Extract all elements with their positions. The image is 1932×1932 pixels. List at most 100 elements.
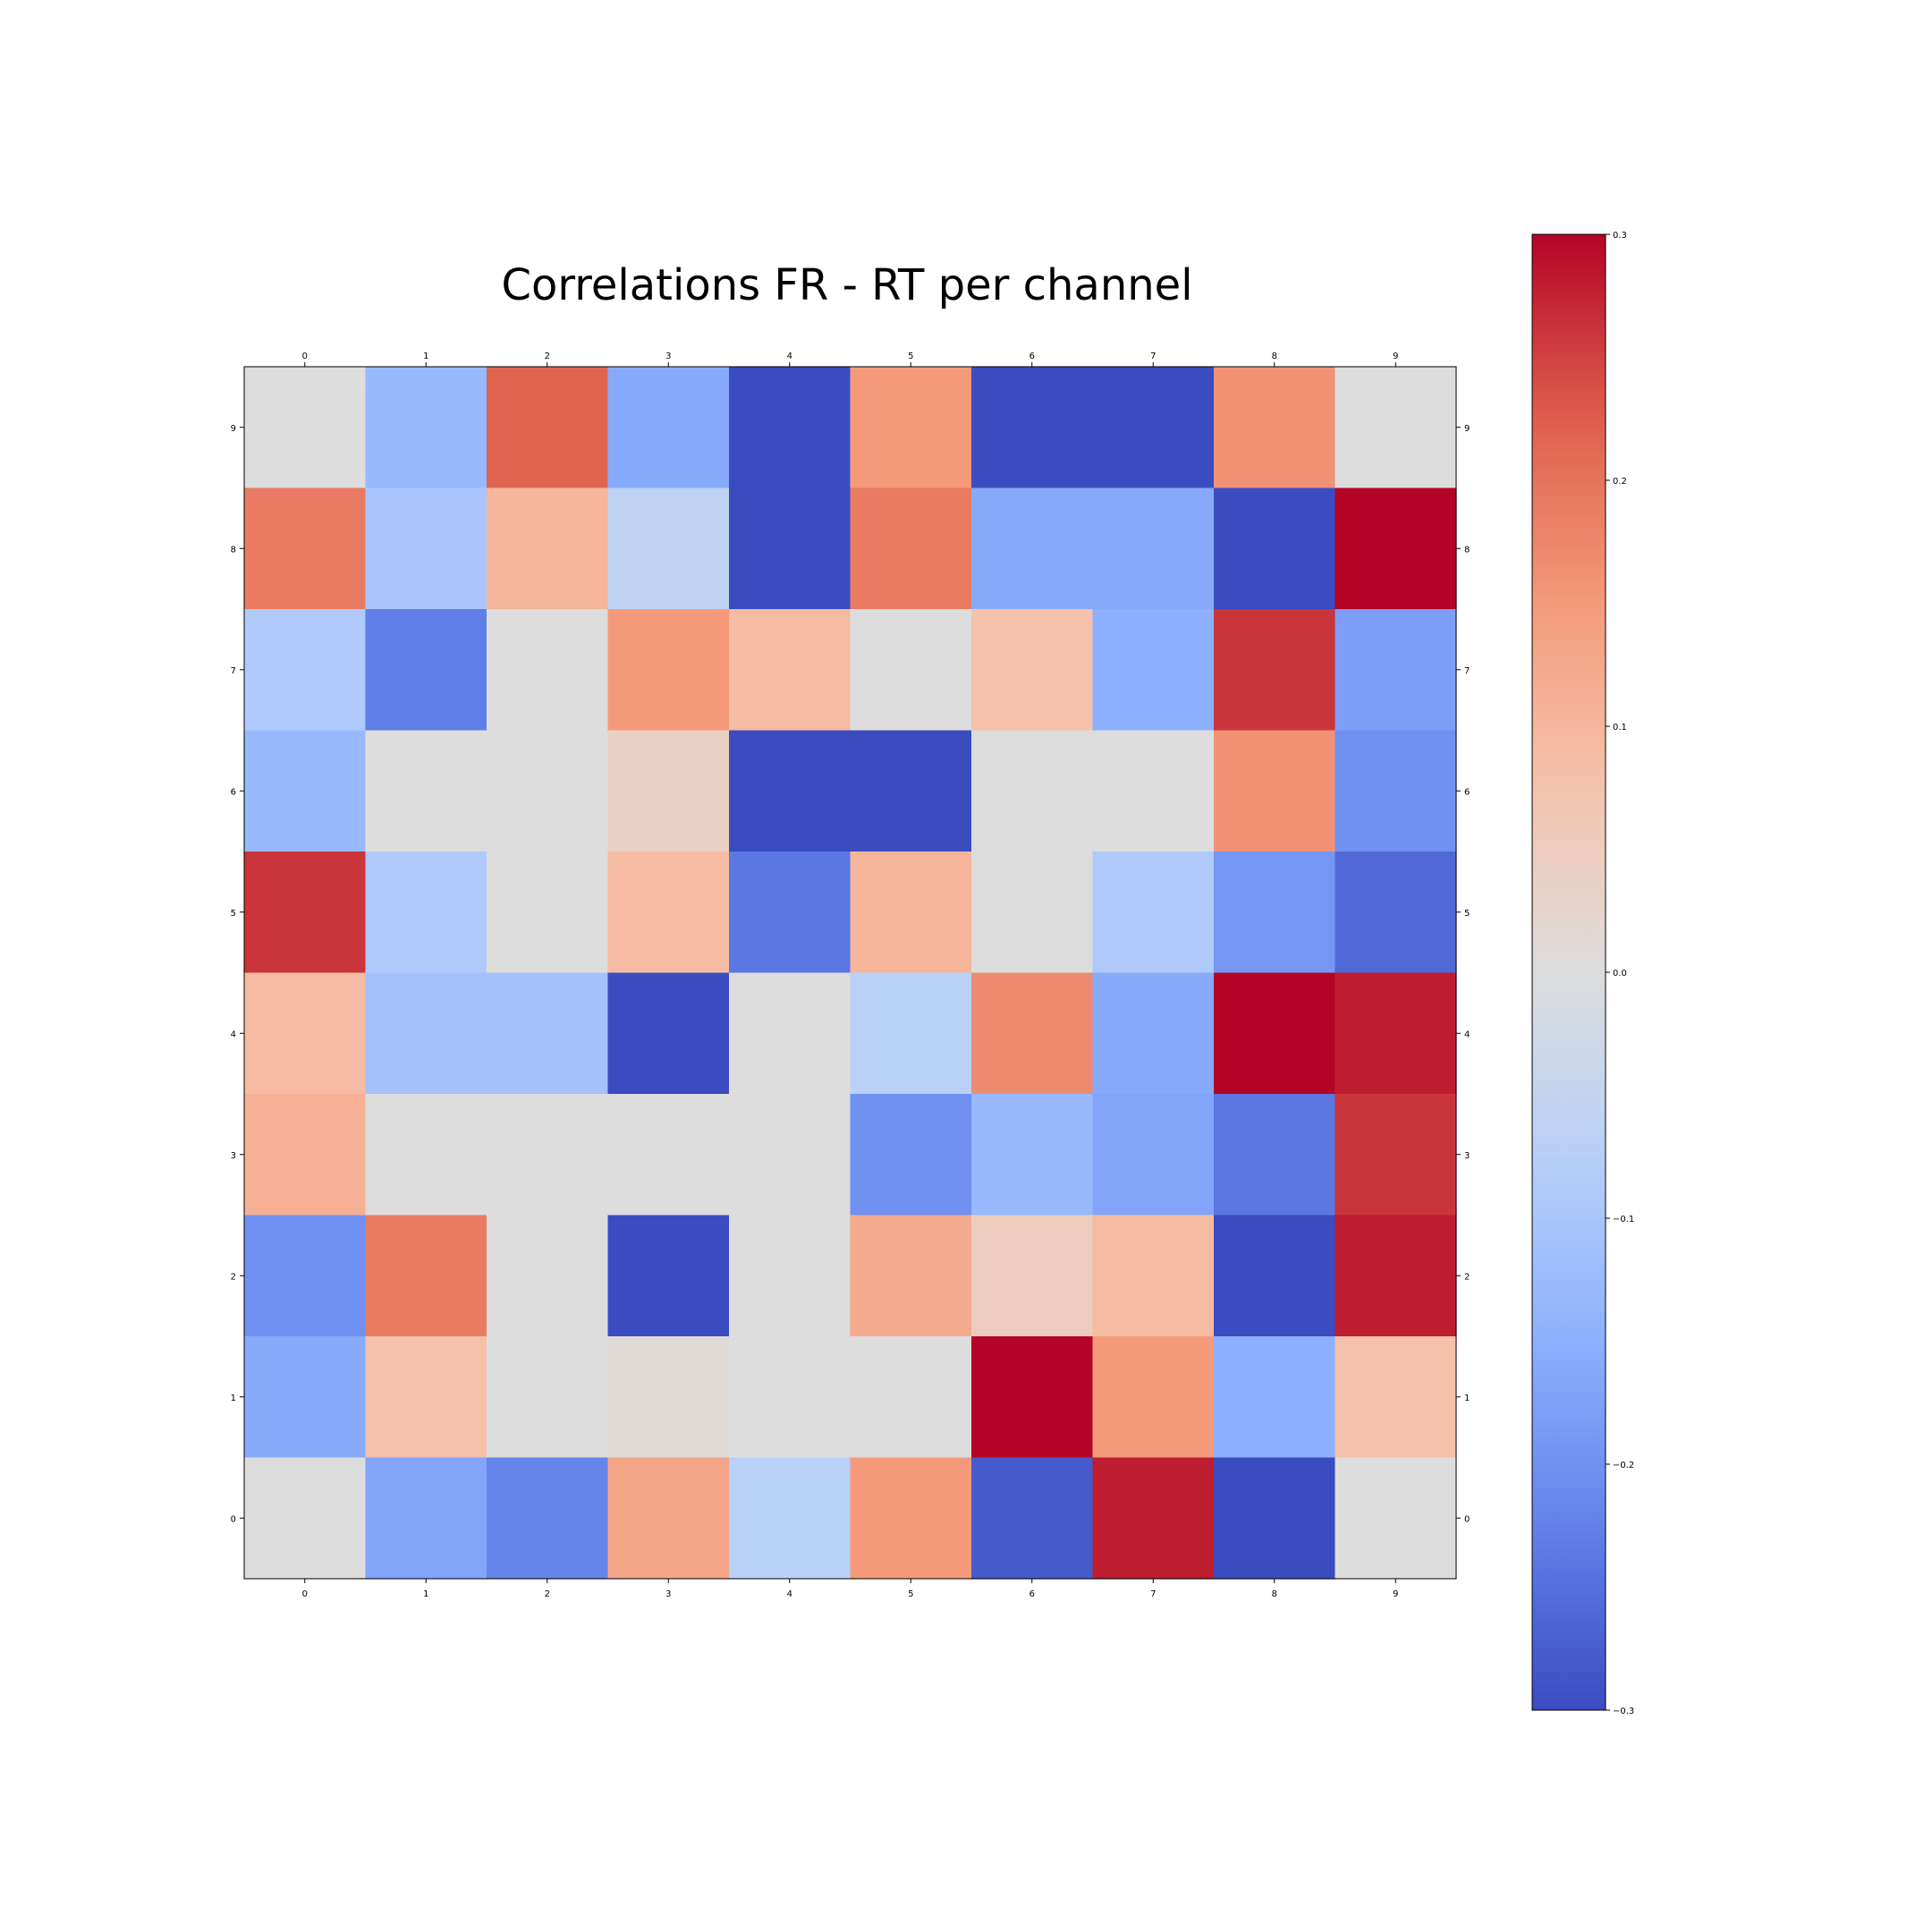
heatmap-cell bbox=[729, 852, 852, 974]
heatmap-cell bbox=[607, 972, 730, 1095]
heatmap-cell bbox=[971, 852, 1094, 974]
y-tick-right-label: 0 bbox=[1464, 1514, 1470, 1524]
heatmap-cell bbox=[1092, 367, 1215, 489]
heatmap-cell bbox=[1214, 487, 1336, 610]
heatmap-cell bbox=[971, 972, 1094, 1095]
x-tick-bottom-label: 4 bbox=[787, 1589, 792, 1599]
y-tick-right-label: 5 bbox=[1464, 909, 1470, 919]
y-tick-left-label: 7 bbox=[231, 666, 236, 676]
heatmap-cell bbox=[1214, 1457, 1336, 1580]
x-tick-bottom-label: 5 bbox=[908, 1589, 913, 1599]
heatmap-cell bbox=[365, 1457, 487, 1580]
heatmap-cell bbox=[729, 972, 852, 1095]
x-tick-top-label: 7 bbox=[1150, 352, 1156, 361]
x-tick-top-label: 5 bbox=[908, 352, 913, 361]
x-tick-top-label: 0 bbox=[302, 352, 308, 361]
heatmap-cell bbox=[1335, 487, 1457, 610]
heatmap-cell bbox=[365, 972, 487, 1095]
heatmap-cell bbox=[244, 730, 367, 852]
heatmap-cell bbox=[244, 1094, 367, 1216]
heatmap-cell bbox=[1335, 972, 1457, 1095]
heatmap-cell bbox=[607, 730, 730, 852]
heatmap-cell bbox=[244, 609, 367, 732]
heatmap-cell bbox=[365, 367, 487, 489]
heatmap-cell bbox=[971, 730, 1094, 852]
heatmap-cell bbox=[729, 1457, 852, 1580]
heatmap-cell bbox=[729, 487, 852, 610]
heatmap-cell bbox=[850, 1215, 972, 1337]
heatmap-cell bbox=[487, 1457, 609, 1580]
y-tick-right-label: 2 bbox=[1464, 1272, 1470, 1282]
heatmap-cell bbox=[487, 730, 609, 852]
x-tick-bottom-label: 7 bbox=[1150, 1589, 1156, 1599]
heatmap-cell bbox=[244, 972, 367, 1095]
heatmap-cell bbox=[850, 1094, 972, 1216]
y-tick-left-label: 9 bbox=[231, 424, 236, 434]
y-tick-left-label: 0 bbox=[231, 1514, 236, 1524]
x-tick-top-label: 8 bbox=[1272, 352, 1277, 361]
heatmap-cell bbox=[1214, 609, 1336, 732]
heatmap-cell bbox=[1092, 730, 1215, 852]
heatmap-cell bbox=[971, 487, 1094, 610]
heatmap-cell bbox=[487, 487, 609, 610]
x-tick-top-label: 3 bbox=[665, 352, 671, 361]
y-tick-left-label: 2 bbox=[231, 1272, 236, 1282]
heatmap-cell bbox=[365, 1336, 487, 1459]
heatmap-cell bbox=[1335, 1215, 1457, 1337]
heatmap-cell bbox=[1092, 487, 1215, 610]
y-tick-right-label: 8 bbox=[1464, 545, 1470, 555]
heatmap-cell bbox=[971, 1336, 1094, 1459]
heatmap-cell bbox=[850, 487, 972, 610]
heatmap-cell bbox=[1092, 972, 1215, 1095]
heatmap-cell bbox=[365, 487, 487, 610]
heatmap-cell bbox=[1214, 852, 1336, 974]
heatmap-cells bbox=[244, 367, 1457, 1580]
heatmap-cell bbox=[365, 730, 487, 852]
heatmap-cell bbox=[971, 1094, 1094, 1216]
heatmap-cell bbox=[1335, 609, 1457, 732]
heatmap-cell bbox=[244, 852, 367, 974]
colorbar-tick-label: 0.2 bbox=[1613, 477, 1627, 487]
y-tick-right-label: 3 bbox=[1464, 1151, 1470, 1161]
heatmap-cell bbox=[487, 852, 609, 974]
y-tick-left-label: 5 bbox=[231, 909, 236, 919]
x-tick-bottom-label: 1 bbox=[423, 1589, 428, 1599]
colorbar-tick-label: −0.2 bbox=[1613, 1461, 1634, 1470]
heatmap-cell bbox=[365, 1094, 487, 1216]
heatmap-cell bbox=[487, 1094, 609, 1216]
y-tick-right-label: 1 bbox=[1464, 1394, 1470, 1403]
heatmap-cell bbox=[487, 1336, 609, 1459]
heatmap-cell bbox=[729, 1215, 852, 1337]
heatmap-cell bbox=[1092, 1457, 1215, 1580]
heatmap-cell bbox=[971, 367, 1094, 489]
heatmap-cell bbox=[850, 972, 972, 1095]
heatmap-cell bbox=[1092, 609, 1215, 732]
heatmap-cell bbox=[729, 1094, 852, 1216]
y-tick-left-label: 4 bbox=[231, 1030, 236, 1039]
y-tick-right-label: 6 bbox=[1464, 787, 1470, 797]
heatmap-cell bbox=[729, 1336, 852, 1459]
colorbar-tick-label: −0.1 bbox=[1613, 1215, 1634, 1224]
heatmap-cell bbox=[487, 1215, 609, 1337]
colorbar-tick-label: 0.1 bbox=[1613, 723, 1627, 733]
heatmap-cell bbox=[971, 1215, 1094, 1337]
heatmap-cell bbox=[607, 487, 730, 610]
x-tick-top-label: 9 bbox=[1393, 352, 1398, 361]
heatmap-cell bbox=[1214, 1094, 1336, 1216]
x-tick-bottom-label: 0 bbox=[302, 1589, 308, 1599]
y-tick-right-label: 9 bbox=[1464, 424, 1470, 434]
heatmap-cell bbox=[607, 609, 730, 732]
heatmap-cell bbox=[729, 367, 852, 489]
heatmap-cell bbox=[729, 609, 852, 732]
heatmap-cell bbox=[1214, 972, 1336, 1095]
heatmap-cell bbox=[1214, 730, 1336, 852]
heatmap-cell bbox=[244, 1336, 367, 1459]
heatmap-cell bbox=[1335, 1336, 1457, 1459]
y-tick-left-label: 3 bbox=[231, 1151, 236, 1161]
x-tick-bottom-label: 2 bbox=[545, 1589, 550, 1599]
heatmap-cell bbox=[607, 1215, 730, 1337]
heatmap-cell bbox=[850, 367, 972, 489]
x-tick-bottom-label: 8 bbox=[1272, 1589, 1277, 1599]
heatmap-cell bbox=[607, 1094, 730, 1216]
